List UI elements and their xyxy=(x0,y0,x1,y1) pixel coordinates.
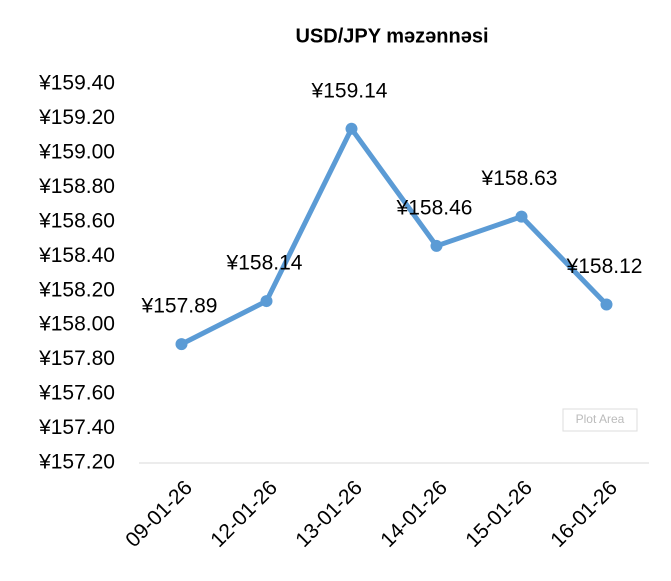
y-tick-label: ¥159.40 xyxy=(38,72,115,95)
x-tick-label: 09-01-26 xyxy=(121,476,197,552)
y-tick-label: ¥157.60 xyxy=(38,382,115,405)
point xyxy=(345,122,358,135)
x-tick-label: 15-01-26 xyxy=(461,476,537,552)
y-tick-label: ¥158.60 xyxy=(38,209,115,232)
y-tick-label: ¥159.20 xyxy=(38,106,115,129)
y-tick-label: ¥158.20 xyxy=(38,278,115,301)
series-line xyxy=(180,126,609,347)
tooltip-box xyxy=(562,408,638,432)
y-tick-label: ¥157.80 xyxy=(38,347,115,370)
y-tick-label: ¥159.00 xyxy=(38,140,115,163)
x-tick-label: 14-01-26 xyxy=(376,476,452,552)
data-label: ¥158.63 xyxy=(481,167,558,190)
point xyxy=(175,338,188,351)
chart-title: USD/JPY məzənnəsi xyxy=(295,25,488,47)
tooltip: Plot Area xyxy=(576,412,625,426)
y-tick-label: ¥158.80 xyxy=(38,175,115,198)
x-tick-label: 13-01-26 xyxy=(291,476,367,552)
point xyxy=(430,239,443,252)
data-label: ¥158.14 xyxy=(226,252,303,275)
x-tick-label: 12-01-26 xyxy=(206,476,282,552)
y-tick-label: ¥157.20 xyxy=(38,451,115,474)
data-label: ¥157.89 xyxy=(141,295,218,318)
point xyxy=(600,298,613,311)
y-tick-label: ¥158.40 xyxy=(38,244,115,267)
x-tick-label: 16-01-26 xyxy=(546,476,622,552)
point xyxy=(260,295,273,308)
data-label: ¥159.14 xyxy=(311,79,388,102)
data-label: ¥158.12 xyxy=(566,255,643,278)
y-tick-label: ¥158.00 xyxy=(38,313,115,336)
point xyxy=(515,210,528,223)
y-tick-label: ¥157.40 xyxy=(38,416,115,439)
data-label: ¥158.46 xyxy=(396,196,473,219)
